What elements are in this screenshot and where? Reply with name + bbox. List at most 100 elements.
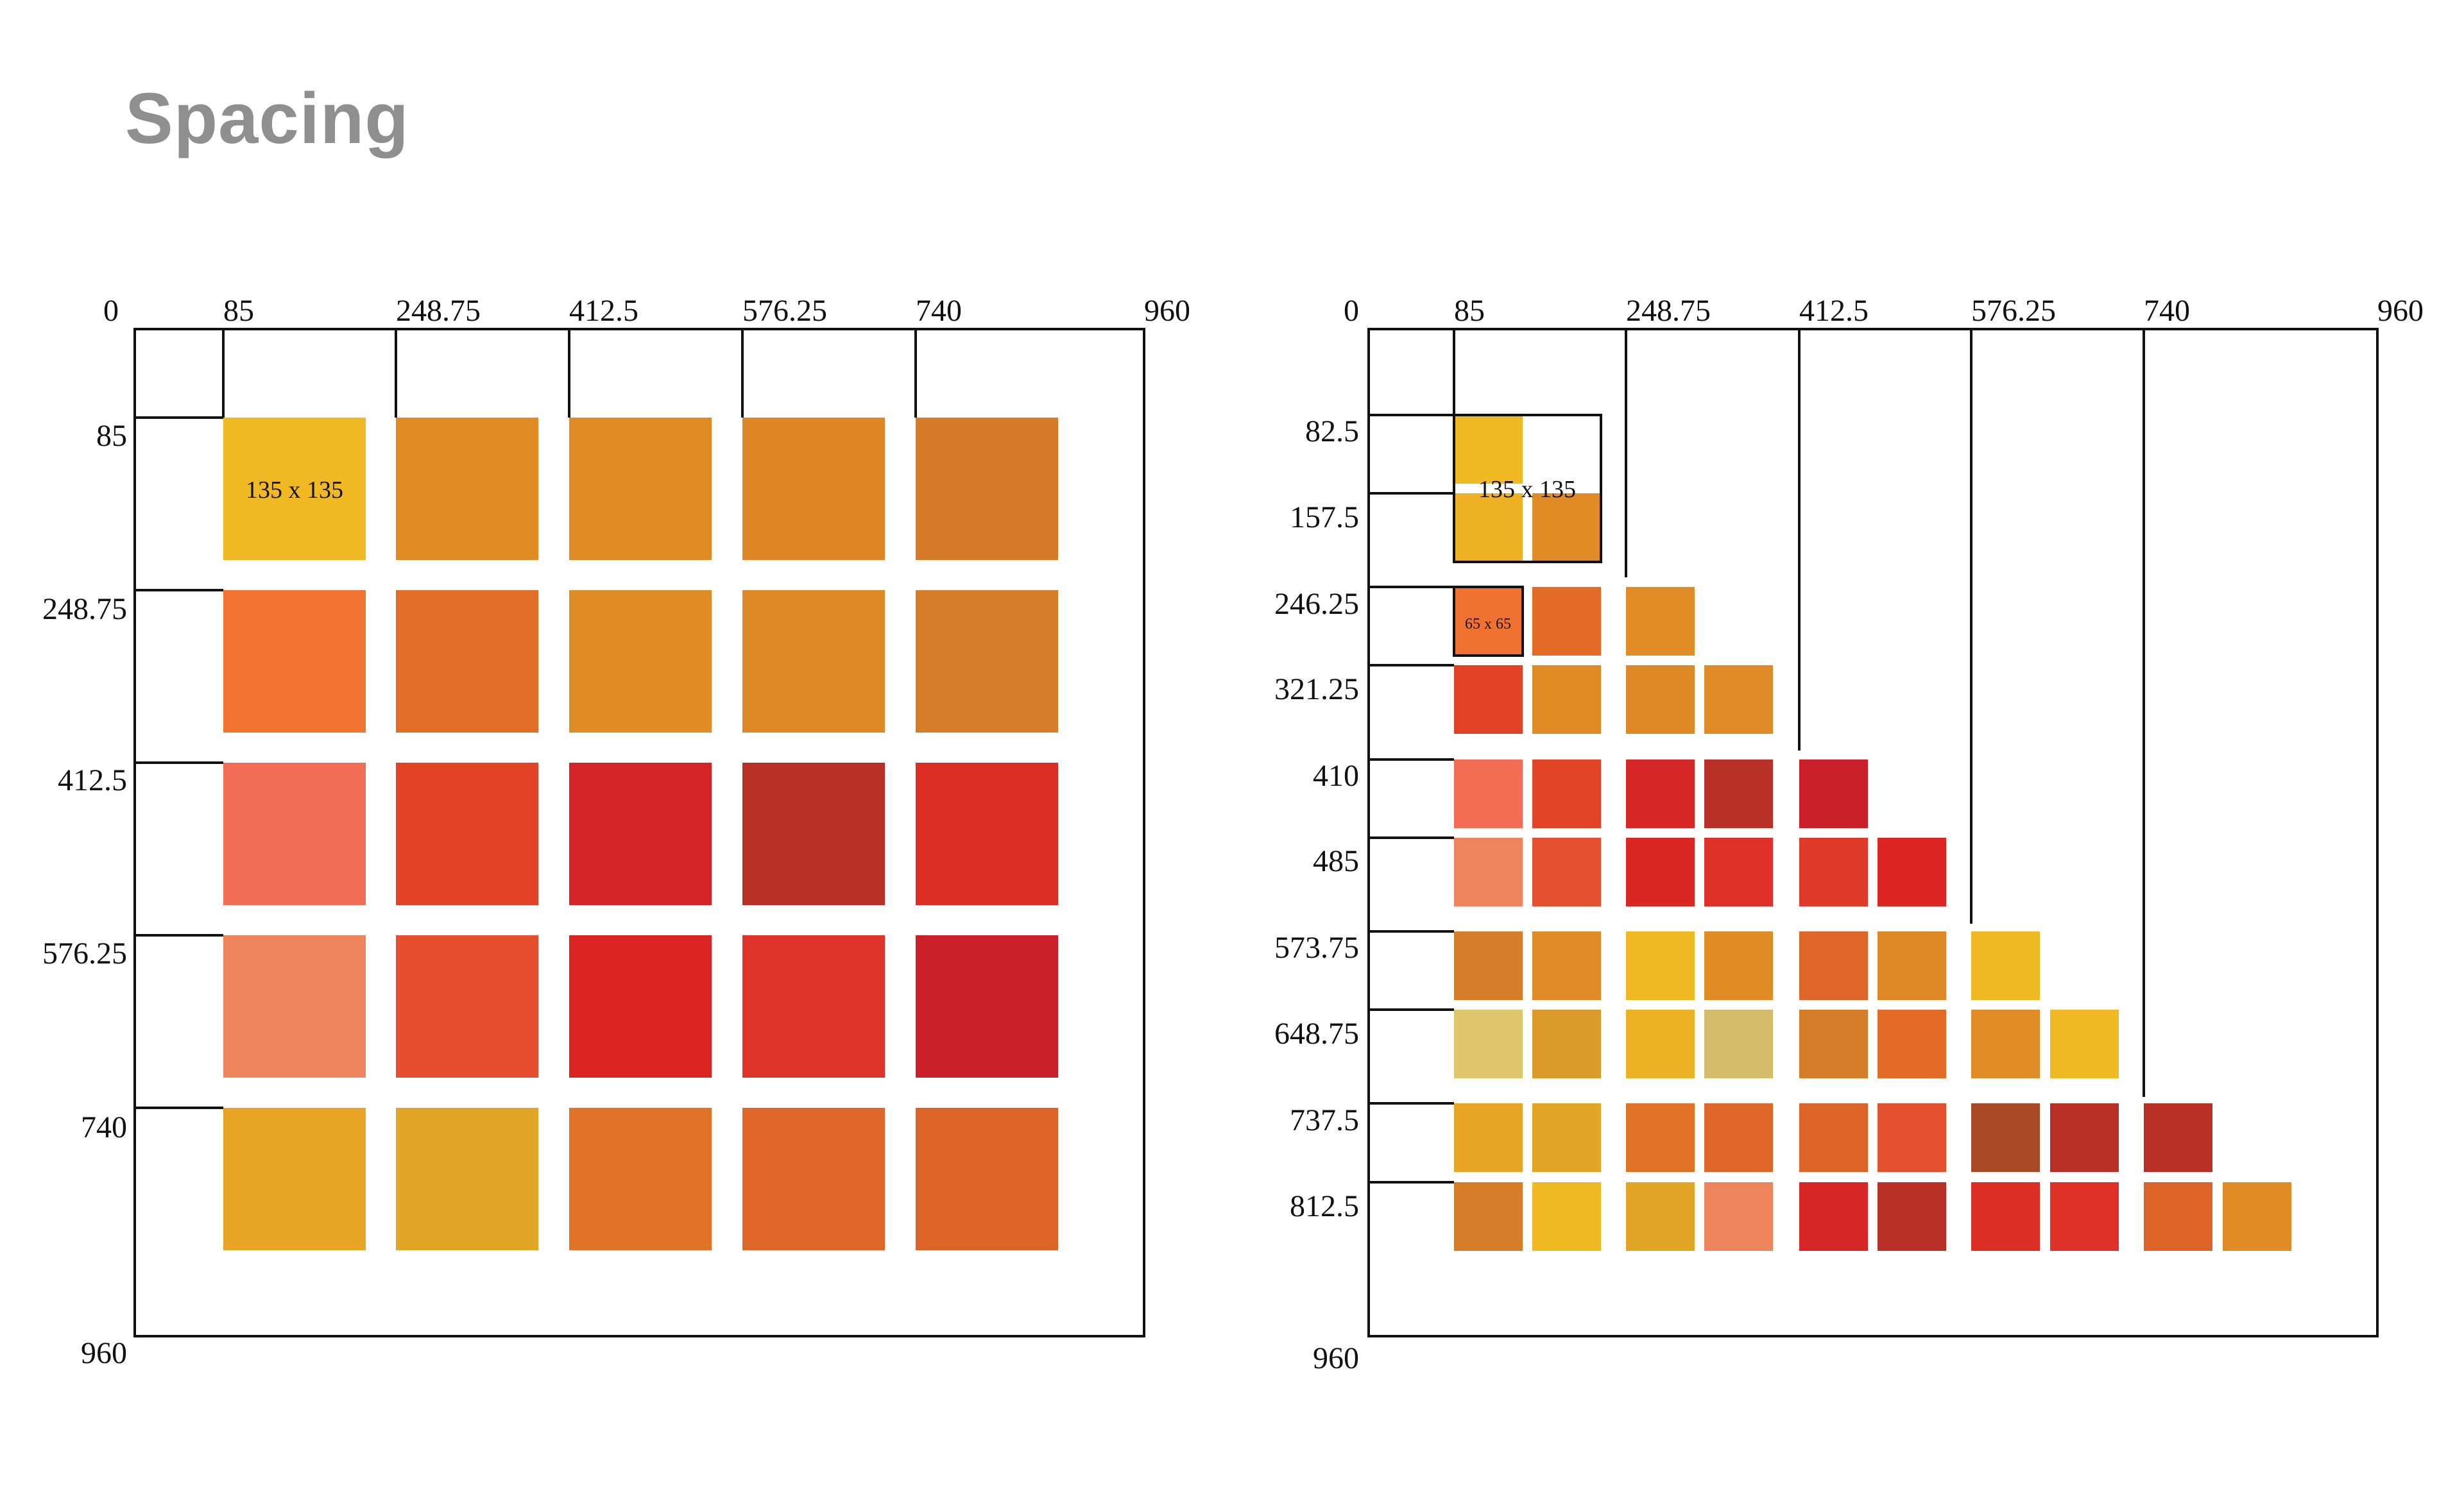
left-square <box>569 1108 712 1250</box>
right-y-tick-label: 157.5 <box>1290 500 1359 534</box>
right-square <box>1799 1182 1868 1251</box>
left-square <box>569 590 712 733</box>
right-square <box>1704 931 1773 1000</box>
right-square <box>1626 665 1695 734</box>
left-square <box>223 935 366 1078</box>
right-square <box>1532 587 1601 656</box>
left-square <box>569 763 712 905</box>
right-square <box>1878 1103 1946 1172</box>
right-square <box>1626 587 1695 656</box>
right-square <box>1454 1182 1523 1251</box>
right-small-size-label: 65 x 65 <box>1465 616 1511 632</box>
right-large-cell-outline <box>1453 414 1602 563</box>
left-y-tick-label: 248.75 <box>42 592 127 626</box>
right-x-tick-label: 740 <box>2144 294 2190 328</box>
left-square <box>396 418 538 560</box>
right-square <box>1971 931 2040 1000</box>
right-square <box>1532 493 1601 562</box>
right-square <box>1454 1103 1523 1172</box>
left-square <box>916 935 1058 1078</box>
right-square <box>1532 931 1601 1000</box>
right-square <box>1799 1010 1868 1078</box>
left-square <box>742 590 885 733</box>
right-square <box>1971 1103 2040 1172</box>
left-y-tick-label: 740 <box>81 1110 127 1144</box>
right-square <box>1971 1182 2040 1251</box>
right-square <box>1704 1010 1773 1078</box>
left-square <box>916 763 1058 905</box>
right-square <box>2144 1182 2212 1251</box>
right-frame <box>1367 328 2379 1337</box>
right-large-size-label: 135 x 135 <box>1478 476 1576 503</box>
left-square <box>223 763 366 905</box>
left-frame <box>133 328 1145 1337</box>
right-square <box>1454 931 1523 1000</box>
right-square <box>1626 1010 1695 1078</box>
right-square <box>1878 931 1946 1000</box>
left-x-tick-label: 0 <box>103 294 119 328</box>
right-square <box>1704 1103 1773 1172</box>
right-square <box>1626 1103 1695 1172</box>
left-square <box>223 1108 366 1250</box>
right-square <box>1799 931 1868 1000</box>
left-square <box>742 418 885 560</box>
right-y-tick-label: 321.25 <box>1274 672 1359 706</box>
right-y-tick-label: 960 <box>1313 1341 1359 1375</box>
right-square <box>1878 1182 1946 1251</box>
left-x-tick-label: 412.5 <box>569 294 638 328</box>
left-x-tick-label: 248.75 <box>396 294 481 328</box>
right-square <box>1454 415 1523 484</box>
left-y-tick-label: 576.25 <box>42 937 127 971</box>
right-y-tick-label: 573.75 <box>1274 931 1359 965</box>
right-x-tick-label: 0 <box>1344 294 1359 328</box>
left-square <box>916 1108 1058 1250</box>
right-square <box>2050 1010 2119 1078</box>
left-square <box>396 935 538 1078</box>
right-y-tick-label: 82.5 <box>1305 414 1359 448</box>
left-square <box>742 1108 885 1250</box>
right-square <box>1704 838 1773 906</box>
right-x-tick-label: 576.25 <box>1971 294 2056 328</box>
right-square <box>1626 759 1695 828</box>
right-y-tick-label: 246.25 <box>1274 587 1359 621</box>
left-square <box>396 1108 538 1250</box>
right-square <box>1532 1010 1601 1078</box>
left-square <box>223 418 366 560</box>
right-y-tick-label: 812.5 <box>1290 1189 1359 1223</box>
right-y-tick-label: 485 <box>1313 844 1359 878</box>
right-square <box>1532 838 1601 906</box>
right-square <box>1704 665 1773 734</box>
left-square <box>223 590 366 733</box>
right-square <box>1799 1103 1868 1172</box>
right-y-tick-label: 648.75 <box>1274 1017 1359 1051</box>
left-square <box>396 590 538 733</box>
right-square <box>1878 1010 1946 1078</box>
left-square <box>916 590 1058 733</box>
left-x-tick-label: 740 <box>916 294 962 328</box>
left-square <box>569 935 712 1078</box>
right-y-tick-label: 410 <box>1313 759 1359 793</box>
right-square <box>1454 665 1523 734</box>
right-square <box>1626 1182 1695 1251</box>
right-x-tick-label: 960 <box>2377 294 2424 328</box>
right-square <box>1626 838 1695 906</box>
right-square <box>1454 838 1523 906</box>
right-square <box>1971 1010 2040 1078</box>
right-square <box>1454 759 1523 828</box>
page-title: Spacing <box>125 78 409 158</box>
left-y-tick-label: 412.5 <box>58 763 127 797</box>
right-x-tick-label: 412.5 <box>1799 294 1869 328</box>
right-square <box>1532 665 1601 734</box>
right-square <box>1454 493 1523 562</box>
left-square <box>916 418 1058 560</box>
left-square <box>396 763 538 905</box>
right-square <box>1704 1182 1773 1251</box>
right-square <box>1454 587 1523 656</box>
right-square <box>1626 931 1695 1000</box>
right-square <box>1532 1182 1601 1251</box>
right-square <box>1532 759 1601 828</box>
right-square <box>1454 1010 1523 1078</box>
left-square <box>569 418 712 560</box>
right-square <box>1799 759 1868 828</box>
